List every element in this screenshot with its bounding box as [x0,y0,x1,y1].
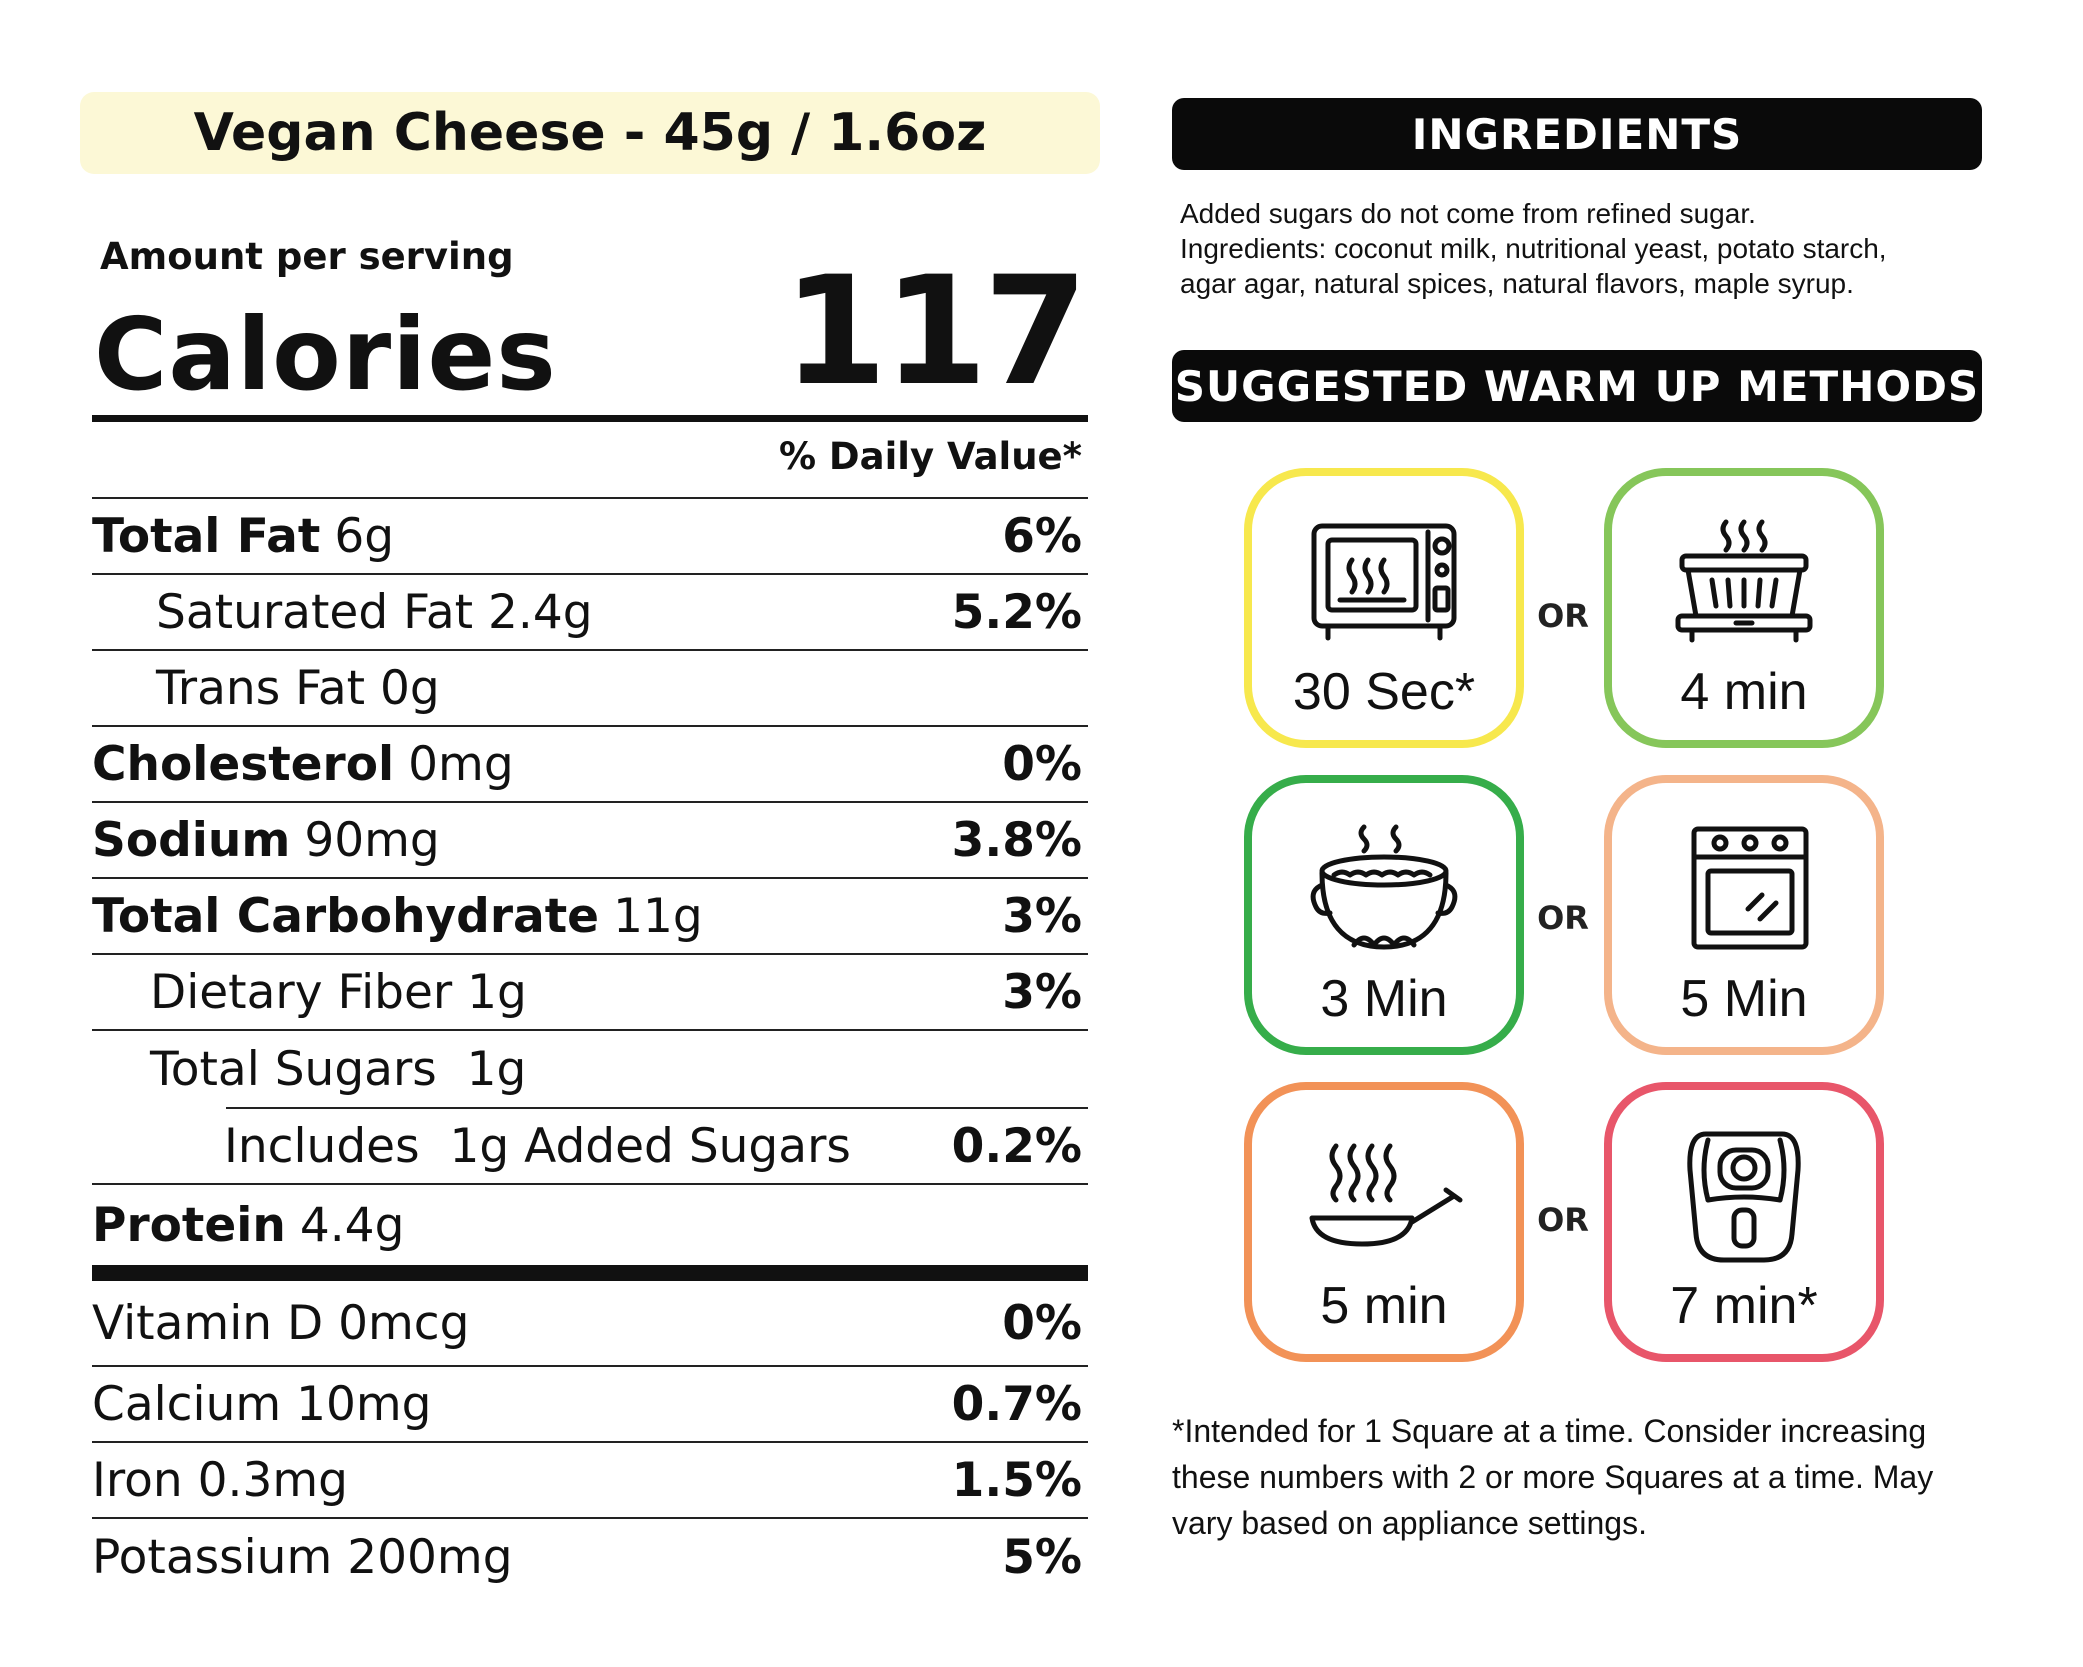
warm-up-method-steamer: 4 min [1604,468,1884,748]
nutrient-amount: 90mg [304,812,440,868]
product-title: Vegan Cheese - 45g / 1.6oz [80,92,1100,174]
nutrient-row-iron: Iron 0.3mg 1.5% [92,1443,1088,1519]
nutrient-daily-value: 3.8% [951,812,1082,868]
nutrient-label: Iron 0.3mg [92,1452,348,1508]
nutrient-label: Potassium 200mg [92,1529,513,1585]
nutrient-label: Total Carbohydrate [92,888,600,944]
warm-up-method-pot: 3 Min [1244,775,1524,1055]
nutrient-daily-value: 3% [1002,888,1082,944]
amount-per-serving-label: Amount per serving [100,235,514,278]
calories-divider [92,415,1088,422]
nutrient-row-protein: Protein 4.4g [92,1185,1088,1265]
nutrient-amount: 4.4g [299,1197,405,1253]
warm-up-footnote: *Intended for 1 Square at a time. Consid… [1172,1413,1934,1541]
nutrient-label: Dietary Fiber 1g [150,964,527,1020]
nutrient-daily-value: 3% [1002,964,1082,1020]
nutrient-label: Total Sugars 1g [150,1041,527,1097]
oven-icon [1691,826,1809,950]
nutrient-label: Includes 1g Added Sugars [224,1118,851,1174]
steamer-icon [1675,519,1813,643]
warm-up-heading: SUGGESTED WARM UP METHODS [1172,350,1982,422]
nutrient-amount: 6g [334,508,395,564]
nutrient-label: Vitamin D 0mcg [92,1295,470,1351]
nutrient-daily-value: 0% [1002,736,1082,792]
nutrient-row-potassium: Potassium 200mg 5% [92,1519,1088,1595]
nutrient-daily-value: 5.2% [951,584,1082,640]
nutrient-label: Protein [92,1197,286,1253]
calories-label: Calories [94,296,557,413]
air-fryer-icon [1687,1131,1801,1263]
nutrient-row-dietary-fiber: Dietary Fiber 1g 3% [92,955,1088,1031]
warm-up-method-frying-pan: 5 min [1244,1082,1524,1362]
nutrient-label: Saturated Fat 2.4g [156,584,593,640]
warm-up-time: 30 Sec* [1292,663,1476,721]
vitamins-divider [92,1265,1088,1281]
nutrient-row-saturated-fat: Saturated Fat 2.4g 5.2% [92,575,1088,651]
nutrient-row-calcium: Calcium 10mg 0.7% [92,1367,1088,1443]
warm-up-time: 5 Min [1680,970,1808,1028]
warm-up-time: 7 min* [1670,1277,1818,1335]
nutrient-amount: 0mg [408,736,514,792]
nutrient-label: Sodium [92,812,291,868]
nutrient-amount: 11g [613,888,703,944]
ingredients-heading: INGREDIENTS [1172,98,1982,170]
pot-icon [1310,824,1458,950]
nutrient-label: Cholesterol [92,736,395,792]
nutrient-label: Trans Fat 0g [156,660,440,716]
warm-up-method-air-fryer: 7 min* [1604,1082,1884,1362]
nutrient-daily-value: 0.7% [951,1376,1082,1432]
nutrient-row-total-carbohydrate: Total Carbohydrate 11g 3% [92,879,1088,955]
nutrient-row-cholesterol: Cholesterol 0mg 0% [92,727,1088,803]
nutrient-daily-value: 6% [1002,508,1082,564]
ingredients-text: Added sugars do not come from refined su… [1180,196,1980,301]
nutrient-row-sodium: Sodium 90mg 3.8% [92,803,1088,879]
warm-up-time: 5 min [1320,1277,1448,1335]
nutrient-row-vitamin-d: Vitamin D 0mcg 0% [92,1281,1088,1367]
ingredients-line: Ingredients: coconut milk, nutritional y… [1180,233,1887,264]
nutrient-daily-value: 5% [1002,1529,1082,1585]
nutrient-row-total-fat: Total Fat 6g 6% [92,499,1088,575]
nutrient-daily-value: 0% [1002,1295,1082,1351]
warm-up-method-microwave: 30 Sec* [1244,468,1524,748]
nutrient-row-total-sugars: Total Sugars 1g [92,1031,1088,1107]
ingredients-line: Added sugars do not come from refined su… [1180,198,1756,229]
nutrient-daily-value: 1.5% [951,1452,1082,1508]
nutrient-row-trans-fat: Trans Fat 0g [92,651,1088,727]
or-label: OR [1537,899,1589,937]
warm-up-time: 4 min [1680,663,1808,721]
frying-pan-icon [1309,1143,1463,1247]
or-label: OR [1537,1201,1589,1239]
warm-up-method-oven: 5 Min [1604,775,1884,1055]
nutrient-daily-value: 0.2% [951,1118,1082,1174]
daily-value-header: % Daily Value* [92,422,1088,499]
calories-row: Calories 117 [92,257,1088,415]
warm-up-time: 3 Min [1320,970,1448,1028]
or-label: OR [1537,597,1589,635]
nutrition-facts-panel: Amount per serving Calories 117 % Daily … [92,238,1088,1595]
microwave-icon [1311,523,1457,641]
nutrient-row-added-sugars: Includes 1g Added Sugars 0.2% [92,1109,1088,1185]
calories-value: 117 [782,245,1088,419]
nutrient-label: Total Fat [92,508,321,564]
ingredients-line: agar agar, natural spices, natural flavo… [1180,268,1854,299]
added-sugars-divider [226,1107,1088,1109]
nutrient-label: Calcium 10mg [92,1376,432,1432]
